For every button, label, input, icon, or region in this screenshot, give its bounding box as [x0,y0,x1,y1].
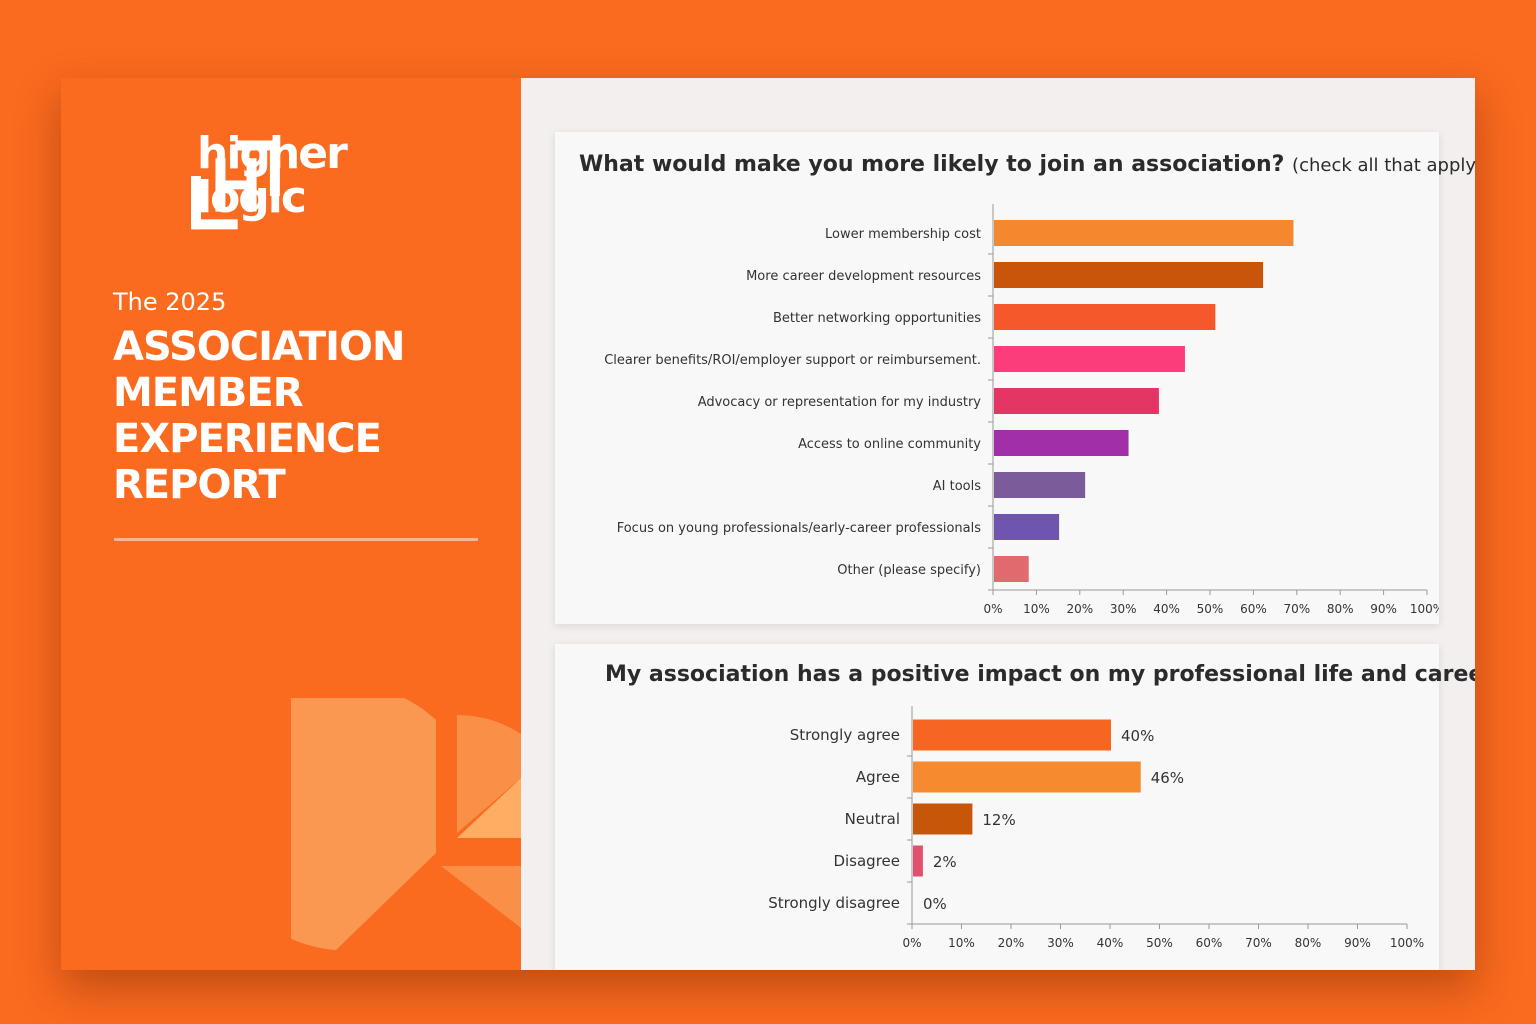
x-tick-label: 100% [1410,602,1439,616]
x-tick-label: 0% [983,602,1002,616]
higher-logic-logo-icon [191,140,280,230]
bar [994,346,1185,372]
pie-chart-decoration-icon [291,698,521,950]
chart-card-join-likelihood: What would make you more likely to join … [555,132,1475,624]
cover-left-panel: higher logic The 2025 ASSOCIATION MEMBER… [61,78,521,970]
x-tick-label: 30% [1047,936,1074,950]
category-label: Disagree [833,852,900,870]
brand-name-line1: higher [197,128,348,179]
report-title-line: REPORT [113,462,286,508]
category-label: AI tools [933,479,981,494]
bar [994,514,1060,540]
report-year-label: The 2025 [113,288,227,316]
x-tick-label: 20% [1066,602,1093,616]
category-label: Clearer benefits/ROI/employer support or… [604,353,981,368]
chart1-title: What would make you more likely to join … [579,152,1475,177]
data-label: 40% [1121,727,1154,745]
report-title-line: MEMBER [113,370,304,416]
category-label: Lower membership cost [825,227,981,242]
bar [913,845,923,877]
charts-panel: What would make you more likely to join … [521,78,1475,970]
report-cover-card: higher logic The 2025 ASSOCIATION MEMBER… [61,78,1475,970]
bar [913,719,1111,751]
category-label: Better networking opportunities [773,311,981,326]
category-label: Strongly agree [790,726,900,744]
x-tick-label: 30% [1110,602,1137,616]
x-tick-label: 70% [1283,602,1310,616]
x-tick-label: 80% [1295,936,1322,950]
x-tick-label: 90% [1370,602,1397,616]
bar [913,803,973,835]
x-tick-label: 0% [902,936,921,950]
chart1-svg: 0% 10% 20% 30% 40% 50% 60% 70% 80% 90% 100% Lower m… [604,204,1444,616]
chart1-title-text: What would make you more likely to join … [579,152,1285,177]
chart2-title: My association has a positive impact on … [605,662,1475,687]
report-title-line: ASSOCIATION [113,324,406,370]
x-tick-label: 90% [1344,936,1371,950]
brand-name-line2: logic [197,172,307,223]
bar [994,556,1029,582]
category-label: Neutral [845,810,900,828]
x-tick-label: 60% [1240,602,1267,616]
x-tick-label: 10% [1023,602,1050,616]
x-tick-label: 10% [948,936,975,950]
title-divider [114,538,478,541]
bar [913,761,1141,793]
bar [994,430,1129,456]
x-tick-label: 20% [998,936,1025,950]
category-label: Focus on young professionals/early-caree… [617,521,982,536]
data-label: 46% [1151,769,1184,787]
data-label: 2% [933,853,957,871]
report-title: ASSOCIATION MEMBER EXPERIENCE REPORT [113,324,406,508]
bar [994,472,1086,498]
bar [994,262,1264,288]
x-tick-label: 40% [1097,936,1124,950]
category-label: More career development resources [746,269,981,284]
report-title-line: EXPERIENCE [113,416,382,462]
x-tick-label: 100% [1390,936,1424,950]
bar [994,220,1294,246]
category-label: Strongly disagree [768,894,900,912]
data-label: 0% [923,895,947,913]
category-label: Other (please specify) [837,563,981,578]
data-label: 12% [982,811,1015,829]
brand-wordmark: higher logic [197,128,348,223]
category-label: Agree [856,768,900,786]
x-tick-label: 60% [1196,936,1223,950]
x-tick-label: 70% [1245,936,1272,950]
bar [994,304,1216,330]
bar [994,388,1159,414]
category-label: Advocacy or representation for my indust… [698,395,982,410]
category-label: Access to online community [798,437,981,452]
chart2-svg: 0% 10% 20% 30% 40% 50% 60% 70% 80% 90% 100% Strongl… [768,706,1424,950]
x-tick-label: 40% [1153,602,1180,616]
x-tick-label: 50% [1146,936,1173,950]
x-tick-label: 80% [1327,602,1354,616]
chart-card-positive-impact: My association has a positive impact on … [555,644,1475,970]
x-tick-label: 50% [1197,602,1224,616]
chart1-subtitle: (check all that apply) [1292,155,1475,176]
